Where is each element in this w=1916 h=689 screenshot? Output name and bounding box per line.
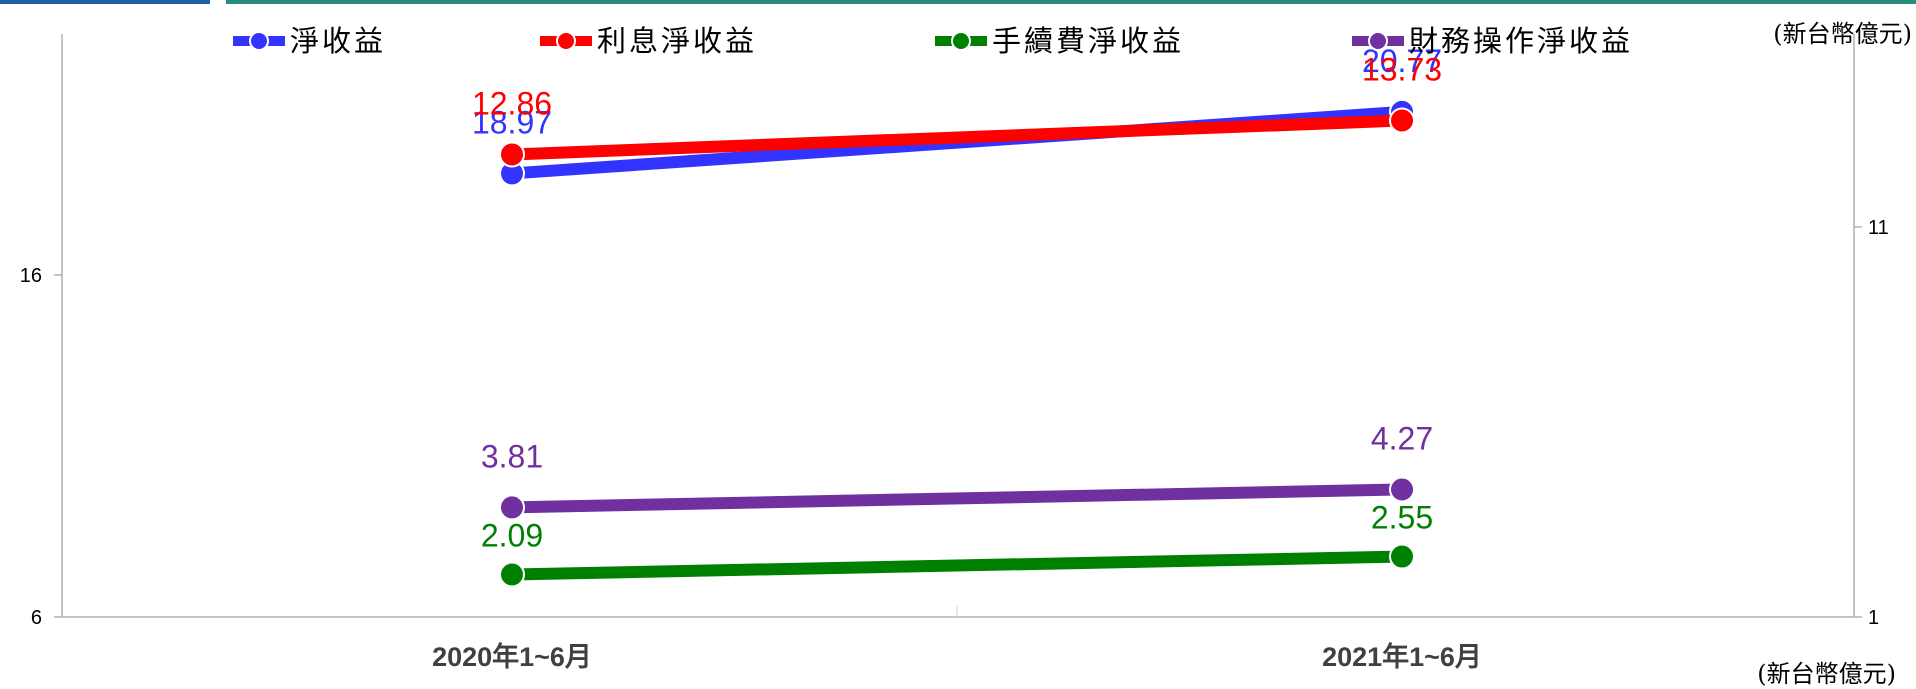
- unit-label-bottom: (新台幣億元): [1757, 660, 1896, 688]
- data-label: 13.73: [1362, 52, 1442, 88]
- series-line: [511, 114, 1403, 161]
- legend-marker-icon: [556, 31, 576, 51]
- data-point: [499, 141, 525, 168]
- data-label: 3.81: [481, 438, 543, 474]
- x-tick-label: 2020年1~6月: [432, 641, 592, 672]
- legend-marker-icon: [1368, 31, 1388, 51]
- legend-marker-icon: [249, 31, 269, 51]
- series-line: [511, 550, 1403, 581]
- series-line: [511, 483, 1403, 514]
- y-left-tick-label: 16: [20, 265, 42, 287]
- legend-label: 淨收益: [290, 24, 386, 58]
- data-label: 18.97: [472, 104, 552, 140]
- header-accent-bar-right: [226, 0, 1916, 4]
- legend-label: 利息淨收益: [597, 24, 757, 58]
- y-right-tick-label: 11: [1868, 217, 1889, 239]
- data-point: [499, 494, 525, 521]
- data-label: 2.09: [481, 517, 543, 553]
- data-label: 12.86: [472, 85, 552, 121]
- y-left-tick-label: 6: [31, 607, 42, 629]
- data-point: [1389, 543, 1415, 570]
- data-label: 2.55: [1371, 500, 1433, 536]
- legend-marker-icon: [951, 31, 971, 51]
- data-point: [499, 561, 525, 588]
- legend-label: 財務操作淨收益: [1409, 24, 1633, 58]
- data-point: [1389, 476, 1415, 503]
- header-accent-bar-left: [0, 0, 210, 4]
- unit-label-top: (新台幣億元): [1773, 20, 1912, 48]
- y-right-tick-label: 1: [1868, 607, 1879, 629]
- data-point: [1389, 107, 1415, 134]
- legend-label: 手續費淨收益: [992, 24, 1184, 58]
- x-tick-label: 2021年1~6月: [1322, 641, 1482, 672]
- data-label: 4.27: [1371, 420, 1433, 456]
